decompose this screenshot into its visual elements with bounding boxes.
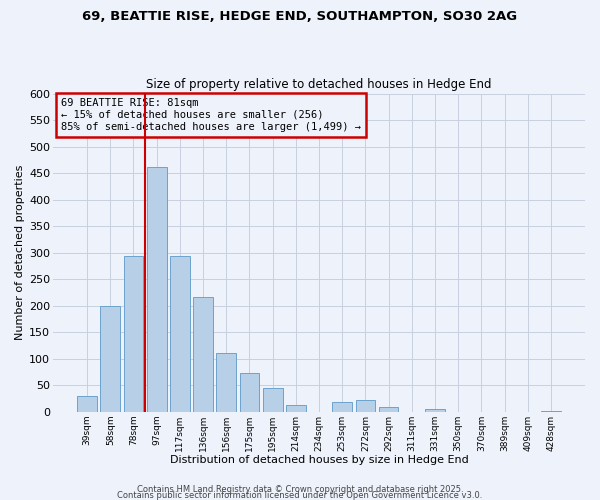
Text: 69 BEATTIE RISE: 81sqm
← 15% of detached houses are smaller (256)
85% of semi-de: 69 BEATTIE RISE: 81sqm ← 15% of detached… [61, 98, 361, 132]
Bar [124, 256, 143, 412]
Bar [541, 411, 561, 412]
Bar [217, 354, 236, 412]
Bar [170, 256, 190, 412]
X-axis label: Distribution of detached houses by size in Hedge End: Distribution of detached houses by size … [170, 455, 469, 465]
Bar [193, 297, 213, 412]
Bar [356, 400, 375, 411]
Bar [286, 405, 305, 411]
Title: Size of property relative to detached houses in Hedge End: Size of property relative to detached ho… [146, 78, 492, 91]
Y-axis label: Number of detached properties: Number of detached properties [15, 165, 25, 340]
Bar [77, 396, 97, 411]
Bar [100, 306, 120, 412]
Bar [332, 402, 352, 411]
Bar [379, 407, 398, 412]
Bar [147, 166, 167, 412]
Bar [425, 409, 445, 412]
Text: 69, BEATTIE RISE, HEDGE END, SOUTHAMPTON, SO30 2AG: 69, BEATTIE RISE, HEDGE END, SOUTHAMPTON… [82, 10, 518, 23]
Text: Contains HM Land Registry data © Crown copyright and database right 2025.: Contains HM Land Registry data © Crown c… [137, 484, 463, 494]
Text: Contains public sector information licensed under the Open Government Licence v3: Contains public sector information licen… [118, 490, 482, 500]
Bar [263, 388, 283, 411]
Bar [239, 373, 259, 412]
